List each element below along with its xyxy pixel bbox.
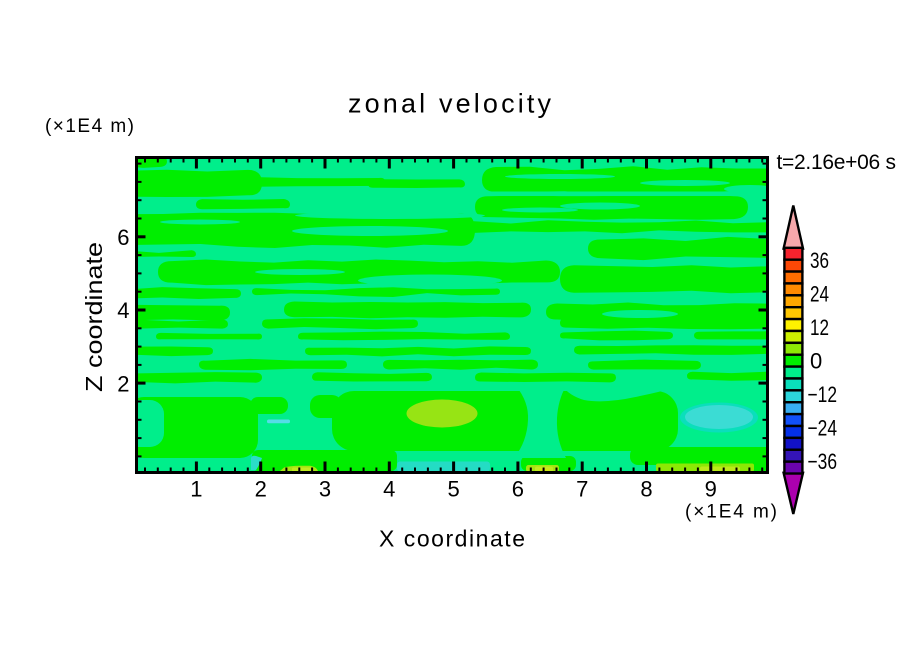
svg-text:8: 8 (640, 476, 652, 501)
svg-text:2: 2 (117, 371, 129, 396)
svg-text:5: 5 (447, 476, 459, 501)
svg-text:t=2.16e+06 s: t=2.16e+06 s (777, 151, 897, 174)
svg-text:6: 6 (117, 225, 129, 250)
svg-text:(×1E4 m): (×1E4 m) (685, 502, 777, 523)
svg-text:Z coordinate: Z coordinate (81, 242, 107, 392)
svg-text:X coordinate: X coordinate (379, 526, 525, 552)
svg-text:−12: −12 (808, 382, 838, 407)
svg-text:(×1E4 m): (×1E4 m) (45, 116, 134, 137)
svg-text:7: 7 (576, 476, 588, 501)
svg-text:3: 3 (319, 476, 331, 501)
svg-text:−24: −24 (808, 415, 838, 440)
svg-text:12: 12 (810, 315, 829, 340)
svg-text:zonal velocity: zonal velocity (348, 89, 552, 119)
svg-text:9: 9 (705, 476, 717, 501)
svg-text:24: 24 (810, 281, 829, 306)
svg-text:6: 6 (512, 476, 524, 501)
svg-text:−36: −36 (808, 449, 838, 474)
svg-text:4: 4 (383, 476, 395, 501)
svg-text:1: 1 (190, 476, 202, 501)
svg-text:0: 0 (810, 348, 822, 373)
svg-text:2: 2 (255, 476, 267, 501)
svg-text:4: 4 (117, 298, 129, 323)
svg-text:36: 36 (810, 248, 829, 273)
